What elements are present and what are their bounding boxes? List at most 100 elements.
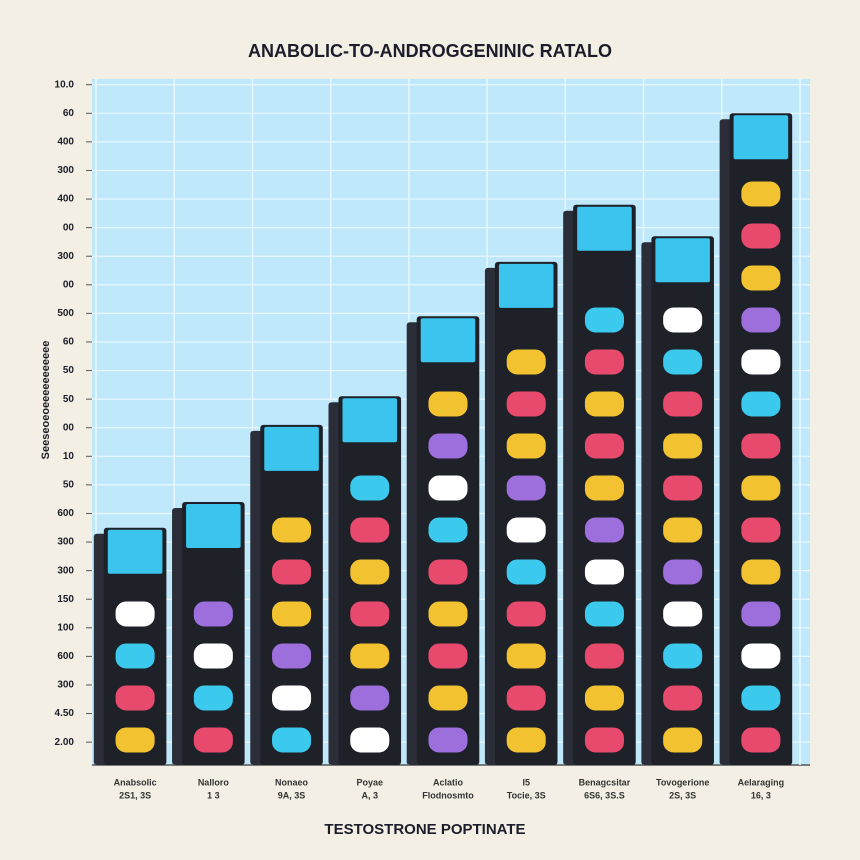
pill-icon [583, 600, 625, 628]
pill-icon [114, 600, 156, 628]
pill-icon [740, 432, 782, 460]
pill-icon [583, 306, 625, 334]
y-tick-label: 300 [57, 565, 74, 576]
bar-group [484, 261, 558, 765]
pill-icon [271, 726, 313, 754]
x-tick-label: Nalloro [198, 777, 230, 787]
y-tick-label: 100 [57, 622, 74, 633]
pill-icon [114, 642, 156, 670]
y-tick-label: 400 [57, 194, 74, 205]
pill-icon [505, 432, 547, 460]
pill-icon [740, 642, 782, 670]
y-tick-label: 300 [57, 680, 74, 691]
pill-icon [427, 642, 469, 670]
pill-icon [505, 558, 547, 586]
y-tick-label: 600 [57, 508, 74, 519]
pill-icon [114, 684, 156, 712]
pill-icon [740, 684, 782, 712]
pill-icon [505, 642, 547, 670]
bar-group [172, 502, 245, 765]
pill-icon [427, 558, 469, 586]
pill-icon [662, 474, 704, 502]
y-tick-label: 4.50 [55, 708, 75, 719]
pill-icon [192, 684, 234, 712]
pill-icon [583, 390, 625, 418]
pill-icon [740, 306, 782, 334]
pill-icon [427, 726, 469, 754]
bar-cap [655, 238, 710, 283]
chart-title: ANABOLIC-TO-ANDROGGENINIC RATALO [248, 41, 612, 61]
bar [494, 261, 558, 765]
pill-icon [114, 726, 156, 754]
bar-group [719, 113, 793, 766]
x-tick-sublabel: 2S, 3S [669, 790, 696, 800]
pill-icon [740, 600, 782, 628]
y-axis-label: Seeseoeoeeeeeeeeeee [40, 341, 52, 460]
pill-icon [662, 348, 704, 376]
bar-cap [733, 115, 789, 160]
pill-icon [349, 516, 391, 544]
pill-icon [427, 432, 469, 460]
pill-icon [271, 642, 313, 670]
pill-icon [505, 600, 547, 628]
pill-icon [349, 474, 391, 502]
pill-icon [271, 558, 313, 586]
y-tick-label: 2.00 [55, 737, 75, 748]
pill-icon [192, 726, 234, 754]
x-tick-sublabel: 16, 3 [751, 790, 771, 800]
y-tick-label: 300 [57, 251, 74, 262]
pill-icon [583, 516, 625, 544]
y-tick-label: 60 [63, 337, 75, 348]
bar-group [406, 316, 480, 765]
pill-icon [583, 726, 625, 754]
pill-icon [349, 684, 391, 712]
bar-group [563, 204, 636, 765]
x-tick-sublabel: A, 3 [362, 790, 379, 800]
pill-icon [505, 348, 547, 376]
pill-icon [740, 726, 782, 754]
bar-cap [577, 206, 632, 251]
bar-group [250, 424, 323, 765]
pill-icon [740, 348, 782, 376]
x-tick-sublabel: Tocie, 3S [507, 790, 546, 800]
y-tick-label: 150 [57, 594, 74, 605]
bar-group [93, 527, 167, 765]
pill-icon [662, 684, 704, 712]
x-axis-label: TESTOSTRONE POPTINATE [324, 821, 525, 838]
y-tick-label: 400 [57, 137, 74, 148]
pill-icon [505, 726, 547, 754]
pill-icon [271, 516, 313, 544]
pill-icon [505, 684, 547, 712]
y-tick-label: 300 [57, 537, 74, 548]
pill-icon [662, 390, 704, 418]
pill-icon [662, 726, 704, 754]
bar-cap [420, 318, 476, 363]
y-tick-label: 50 [63, 365, 75, 376]
x-tick-sublabel: 1 3 [207, 790, 220, 800]
y-tick-label: 00 [63, 279, 75, 290]
x-tick-label: Benagcsitar [579, 777, 631, 787]
bar-cap [264, 426, 319, 471]
x-tick-label: Poyae [357, 777, 384, 787]
pill-icon [349, 726, 391, 754]
x-tick-sublabel: 9A, 3S [278, 790, 306, 800]
bar-cap [107, 529, 163, 574]
bar-group [641, 236, 714, 766]
pill-icon [349, 600, 391, 628]
bar-cap [342, 398, 398, 443]
x-tick-label: Tovogerione [656, 777, 709, 787]
pill-icon [583, 348, 625, 376]
pill-icon [740, 222, 782, 250]
pill-icon [583, 642, 625, 670]
pill-icon [740, 516, 782, 544]
pill-icon [740, 558, 782, 586]
pill-icon [583, 558, 625, 586]
pill-icon [271, 684, 313, 712]
pill-icon [662, 516, 704, 544]
pill-icon [349, 558, 391, 586]
pill-icon [662, 432, 704, 460]
pill-icon [662, 642, 704, 670]
pill-icon [662, 558, 704, 586]
